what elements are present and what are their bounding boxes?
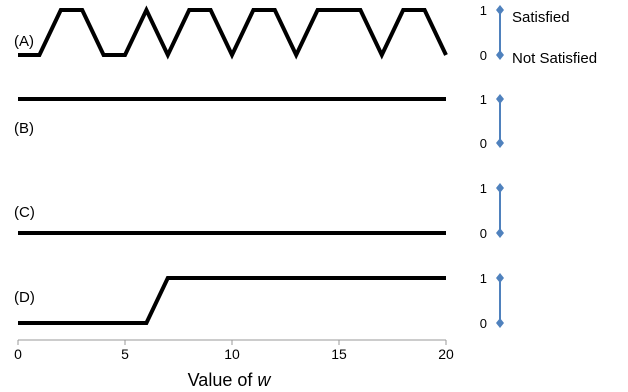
scale-marker xyxy=(496,183,504,193)
scale-tick-label: 0 xyxy=(480,136,487,151)
scale-tick-label: 0 xyxy=(480,48,487,63)
scale-marker xyxy=(496,318,504,328)
scale-tick-label: 0 xyxy=(480,316,487,331)
panel-label-d: (D) xyxy=(14,289,35,306)
scale-marker xyxy=(496,138,504,148)
scale-tick-label: 0 xyxy=(480,226,487,241)
chart-panels: (A) (B) (C) (D) xyxy=(14,5,448,325)
state-scales: 1 0 1 0 1 0 1 0 xyxy=(480,3,504,331)
series-line-a xyxy=(18,5,448,60)
state-label-satisfied: Satisfied xyxy=(512,9,570,26)
scale-marker xyxy=(496,50,504,60)
scale-tick-label: 1 xyxy=(480,3,487,18)
series-line-d xyxy=(18,276,446,325)
x-tick-label: 5 xyxy=(121,346,129,362)
scale-marker xyxy=(496,228,504,238)
x-axis-title: Value of w xyxy=(188,370,272,390)
scale-marker xyxy=(496,273,504,283)
x-axis-title-prefix: Value of xyxy=(188,370,258,390)
scale-marker xyxy=(496,94,504,104)
scale-tick-label: 1 xyxy=(480,271,487,286)
panel-label-b: (B) xyxy=(14,120,34,137)
x-axis-title-variable: w xyxy=(257,370,271,390)
x-tick-label: 20 xyxy=(438,346,454,362)
x-tick-label: 10 xyxy=(224,346,240,362)
x-tick-label: 15 xyxy=(331,346,347,362)
scale-tick-label: 1 xyxy=(480,181,487,196)
x-tick-label: 0 xyxy=(14,346,22,362)
scale-marker xyxy=(496,5,504,15)
state-label-not-satisfied: Not Satisfied xyxy=(512,50,597,67)
panel-label-a: (A) xyxy=(14,33,34,50)
x-axis: 0 5 10 15 20 xyxy=(14,339,454,362)
panel-label-c: (C) xyxy=(14,204,35,221)
scale-tick-label: 1 xyxy=(480,92,487,107)
